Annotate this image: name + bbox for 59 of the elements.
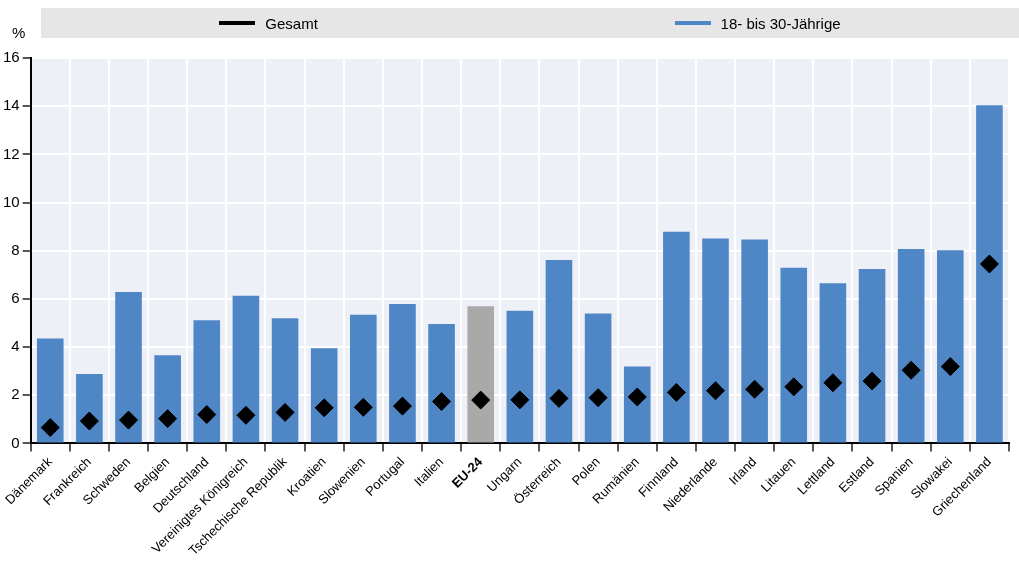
y-tick-label: 0 <box>11 433 20 451</box>
bar <box>819 283 847 443</box>
y-axis-title: % <box>12 24 26 41</box>
point <box>979 254 999 274</box>
y-tick-label: 10 <box>3 192 20 210</box>
point <box>510 390 530 410</box>
point <box>745 379 765 399</box>
point <box>901 360 921 380</box>
point <box>236 405 256 425</box>
bar <box>897 249 925 443</box>
point <box>784 377 804 397</box>
y-tick-label: 14 <box>3 96 20 114</box>
point <box>940 357 960 377</box>
bar <box>467 306 495 443</box>
bar <box>115 291 142 443</box>
bar <box>741 239 768 443</box>
point <box>158 409 178 429</box>
bar <box>271 318 299 443</box>
bar <box>702 238 729 443</box>
point <box>432 392 452 412</box>
point <box>549 388 569 408</box>
bar <box>858 269 886 443</box>
bar <box>506 310 534 443</box>
bar <box>389 303 416 443</box>
bar <box>545 259 573 443</box>
point <box>119 410 139 430</box>
point <box>862 371 882 391</box>
point <box>666 382 686 402</box>
point <box>588 388 608 408</box>
y-tick-label: 6 <box>11 289 20 307</box>
point <box>706 381 726 401</box>
point <box>275 402 295 422</box>
bar <box>937 250 964 443</box>
point <box>40 418 60 438</box>
y-tick-label: 16 <box>3 48 20 66</box>
bar <box>350 314 377 443</box>
bar <box>584 313 612 443</box>
bar <box>428 323 455 443</box>
legend-label: Gesamt <box>265 14 318 32</box>
point <box>197 405 217 425</box>
y-tick-label: 12 <box>3 144 20 162</box>
y-tick-label: 4 <box>11 337 20 355</box>
bar <box>232 295 260 443</box>
point <box>79 411 99 431</box>
bar <box>36 338 64 443</box>
point <box>471 390 491 410</box>
bar <box>976 105 1003 443</box>
point <box>314 398 334 418</box>
point <box>823 373 843 393</box>
bar <box>310 348 338 443</box>
bar <box>780 267 808 443</box>
y-tick-label: 2 <box>11 385 20 403</box>
y-tick-label: 8 <box>11 240 20 258</box>
point <box>392 396 412 416</box>
legend-label: 18- bis 30-Jährige <box>720 14 841 32</box>
bar <box>663 231 690 443</box>
bar <box>193 320 221 443</box>
point <box>353 397 373 417</box>
bar <box>154 355 181 443</box>
